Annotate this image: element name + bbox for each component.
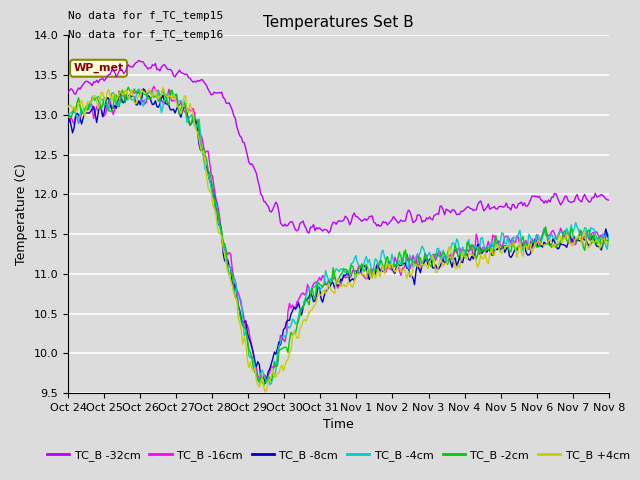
Legend: TC_B -32cm, TC_B -16cm, TC_B -8cm, TC_B -4cm, TC_B -2cm, TC_B +4cm: TC_B -32cm, TC_B -16cm, TC_B -8cm, TC_B … [42,445,634,465]
X-axis label: Time: Time [323,419,354,432]
Text: No data for f_TC_temp15: No data for f_TC_temp15 [68,10,223,21]
Text: No data for f_TC_temp16: No data for f_TC_temp16 [68,29,223,40]
Text: WP_met: WP_met [74,63,124,73]
Y-axis label: Temperature (C): Temperature (C) [15,163,28,265]
Title: Temperatures Set B: Temperatures Set B [263,15,414,30]
